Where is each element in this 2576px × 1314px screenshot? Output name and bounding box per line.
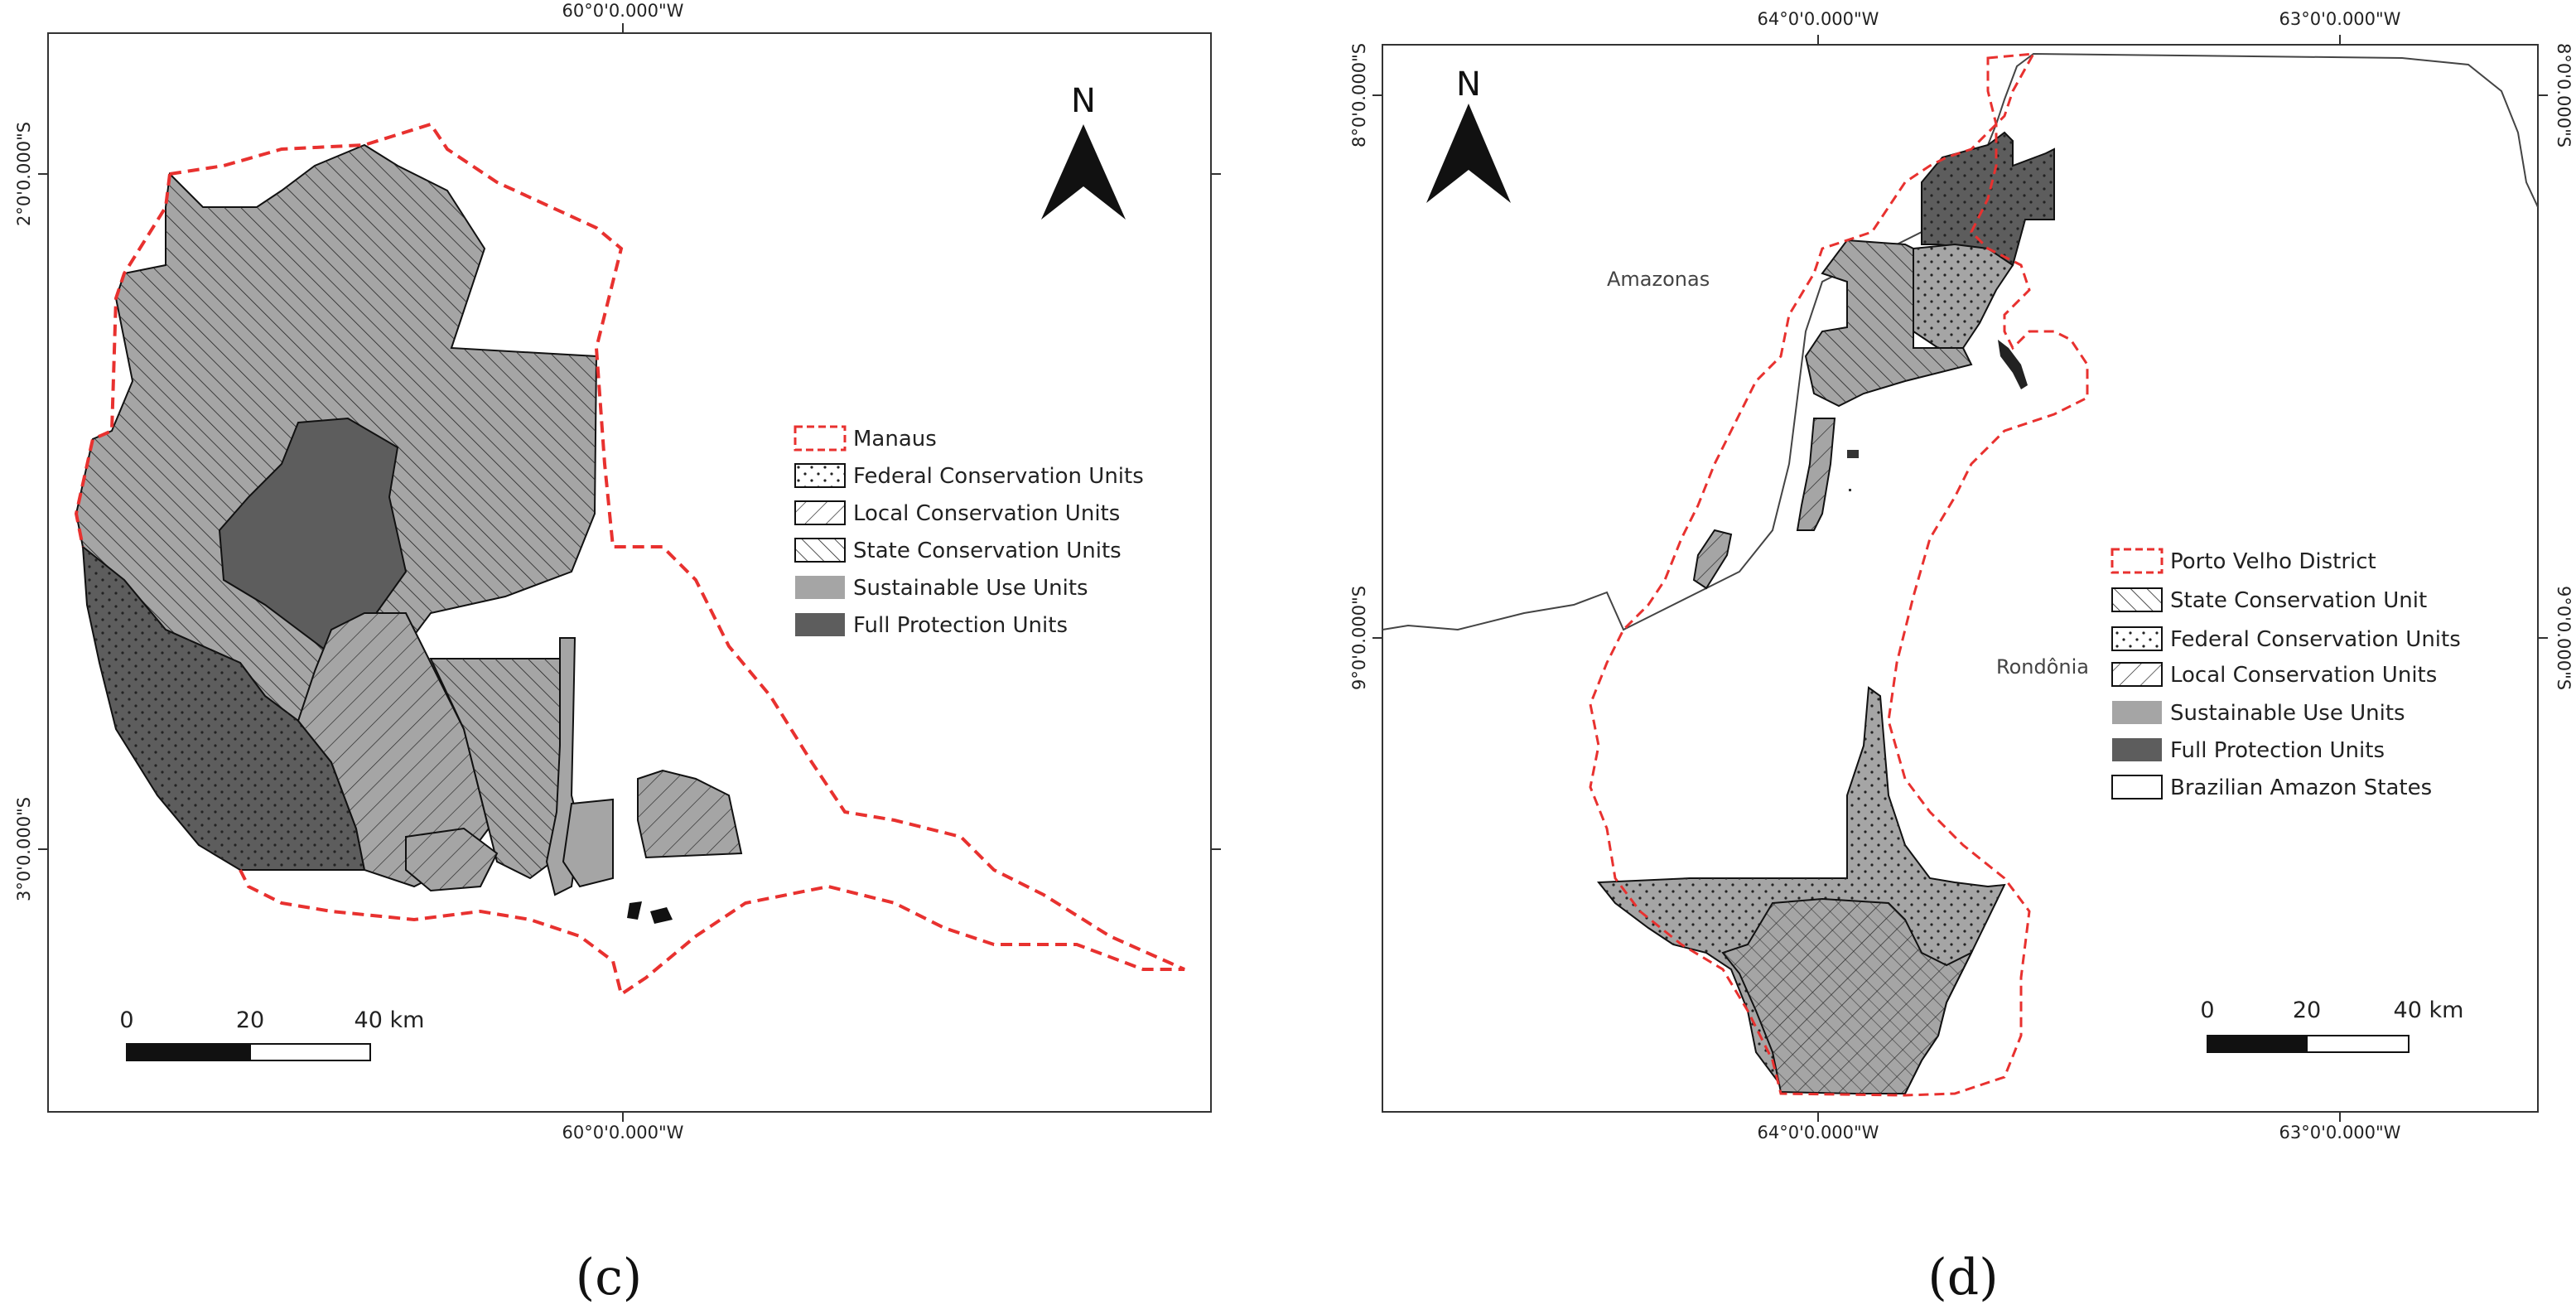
manaus-boundary — [169, 122, 1185, 998]
lon-label-bottom-right-d: 63°0'0.000"W — [2279, 1123, 2401, 1143]
legend-symbol-state-c — [794, 538, 846, 563]
lat-label-top-c: 2°0'0.000"S — [14, 122, 34, 226]
legend-symbol-porto-velho — [2110, 548, 2164, 574]
scale-tick-0-d: 0 — [2200, 998, 2214, 1023]
map-content-d — [1382, 52, 2538, 1097]
scale-tick-0-c: 0 — [119, 1007, 133, 1033]
legend-label-local-c: Local Conservation Units — [853, 501, 1120, 526]
scale-bar-d: 0 20 40 km — [2200, 998, 2464, 1053]
legend-symbol-full-c — [795, 613, 845, 636]
legend-label-state-d: State Conservation Unit — [2170, 588, 2427, 613]
legend-label-federal-d: Federal Conservation Units — [2170, 627, 2461, 652]
scale-tick-20-c: 20 — [236, 1007, 264, 1033]
place-label-rondonia: Rondônia — [1996, 655, 2089, 679]
legend-symbol-sustainable-d — [2112, 701, 2162, 724]
lat-label-left-bottom-d: 9°0'0.000"S — [1349, 586, 1369, 690]
lat-label-bottom-c: 3°0'0.000"S — [14, 797, 34, 901]
legend-symbol-local-c — [794, 500, 846, 525]
legend-c: Manaus Federal Conservation Units Local … — [794, 425, 1144, 638]
legend-symbol-federal-c — [794, 463, 846, 488]
scale-bar-c: 0 20 40 km — [119, 1007, 425, 1061]
sustainable-unit-east-c — [562, 798, 614, 888]
panel-label-c: (c) — [576, 1249, 642, 1307]
legend-label-full-c: Full Protection Units — [853, 613, 1068, 638]
north-label-c: N — [1071, 82, 1096, 120]
legend-label-sustainable-c: Sustainable Use Units — [853, 576, 1088, 601]
north-label-d: N — [1456, 65, 1481, 104]
legend-label-manaus: Manaus — [853, 427, 937, 452]
river-d — [1998, 340, 2028, 389]
scale-tick-40-d: 40 km — [2394, 998, 2464, 1023]
panel-d: 64°0'0.000"W 63°0'0.000"W 64°0'0.000"W 6… — [1349, 9, 2574, 1307]
north-arrow-d: N — [1426, 65, 1511, 203]
legend-symbol-state-d — [2111, 587, 2163, 612]
panel-label-d: (d) — [1927, 1249, 1998, 1307]
full-protection-unit-c — [218, 417, 408, 656]
legend-symbol-manaus — [794, 425, 847, 452]
legend-label-local-d: Local Conservation Units — [2170, 663, 2437, 688]
map-content-c — [74, 122, 1185, 998]
legend-symbol-local-d — [2111, 662, 2163, 687]
legend-label-full-d: Full Protection Units — [2170, 738, 2385, 763]
scale-tick-20-d: 20 — [2293, 998, 2321, 1023]
panel-c: 60°0'0.000"W 60°0'0.000"W 2°0'0.000"S 3°… — [14, 1, 1221, 1307]
legend-label-states-d: Brazilian Amazon States — [2170, 775, 2432, 800]
place-label-amazonas: Amazonas — [1607, 268, 1710, 291]
lon-label-top-right-d: 63°0'0.000"W — [2279, 9, 2401, 29]
lon-label-bottom-c: 60°0'0.000"W — [562, 1123, 684, 1143]
legend-symbol-sustainable-c — [795, 576, 845, 599]
legend-symbol-federal-d — [2111, 626, 2163, 651]
lat-label-left-top-d: 8°0'0.000"S — [1349, 43, 1369, 147]
legend-d: Porto Velho District State Conservation … — [2110, 548, 2461, 800]
lat-label-right-top-d: 8°0'0.000"S — [2554, 43, 2574, 147]
lon-label-top-c: 60°0'0.000"W — [562, 1, 684, 21]
lon-label-bottom-left-d: 64°0'0.000"W — [1758, 1123, 1879, 1143]
legend-label-sustainable-d: Sustainable Use Units — [2170, 701, 2405, 726]
lat-label-right-bottom-d: 9°0'0.000"S — [2554, 586, 2574, 690]
lon-label-top-left-d: 64°0'0.000"W — [1758, 9, 1879, 29]
legend-label-federal-c: Federal Conservation Units — [853, 464, 1144, 489]
porto-velho-boundary — [1589, 52, 2089, 1097]
legend-symbol-states-d — [2111, 775, 2163, 800]
legend-label-state-c: State Conservation Units — [853, 539, 1122, 563]
legend-symbol-full-d — [2112, 738, 2162, 761]
scale-tick-40-c: 40 km — [355, 1007, 425, 1033]
legend-label-porto-velho: Porto Velho District — [2170, 549, 2376, 574]
north-arrow-c: N — [1041, 82, 1126, 220]
